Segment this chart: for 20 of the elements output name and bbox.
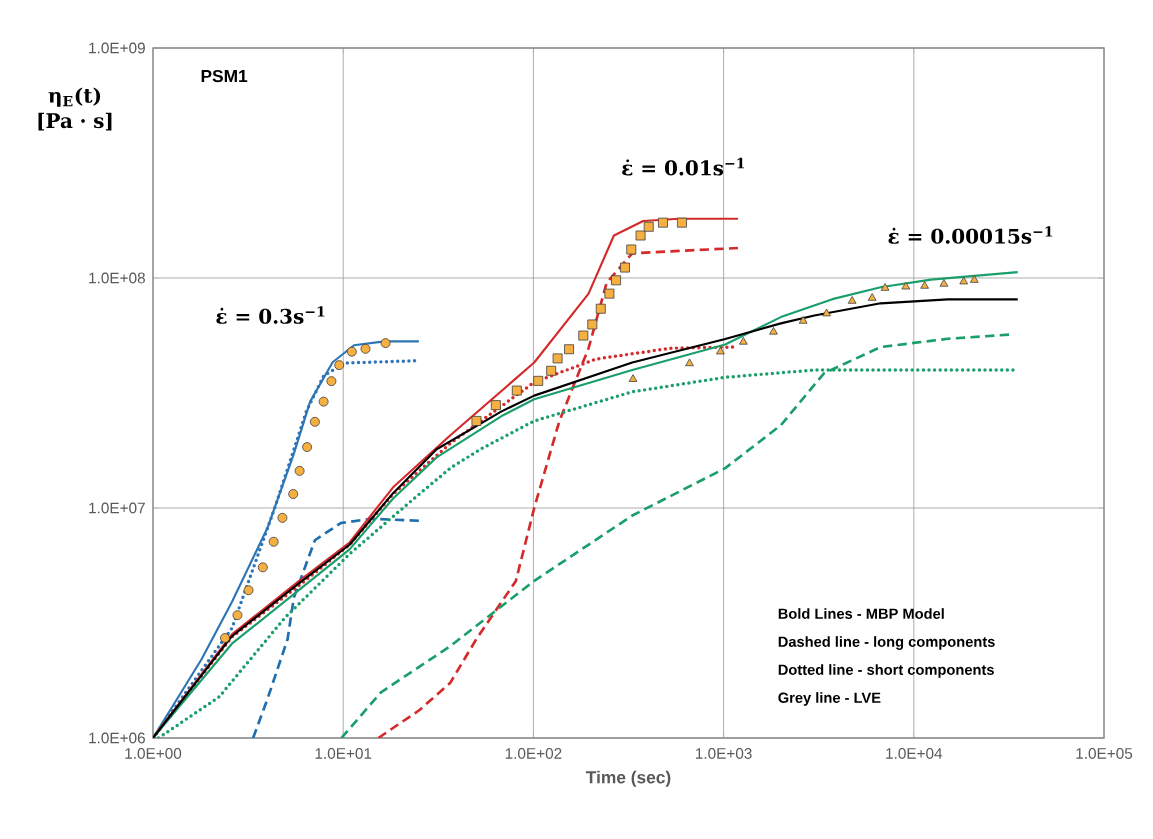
x-axis-title: Time (sec) [585, 770, 671, 787]
x-tick-label: 1.0E+05 [1076, 748, 1133, 759]
annotation: ε̇ = 0.3s$^{−1}$ [216, 306, 325, 324]
x-tick-label: 1.0E+02 [505, 748, 562, 759]
y-tick-label: 1.0E+06 [89, 732, 145, 744]
x-tick-label: 1.0E+03 [696, 748, 752, 759]
annotation: ε̇ = 0.00015s$^{−1}$ [888, 226, 1053, 244]
y-tick-label: 1.0E+09 [89, 42, 145, 54]
annotation: ε̇ = 0.01s$^{−1}$ [622, 157, 745, 176]
y-tick-label: 1.0E+08 [89, 272, 145, 284]
annotation: Bold Lines - MBP Model [778, 608, 944, 619]
x-tick-label: 1.0E+00 [125, 748, 182, 759]
annotation: Dashed line - long components [778, 636, 995, 650]
x-tick-label: 1.0E+01 [315, 748, 372, 759]
y-axis-title: η$_{E}$(t) [Pa · s] [38, 87, 112, 131]
y-tick-label: 1.0E+07 [89, 502, 145, 514]
annotation: Dotted line - short components [778, 664, 994, 678]
annotation: Grey line - LVE [778, 692, 881, 706]
x-tick-label: 1.0E+04 [886, 748, 943, 759]
annotation: PSM1 [201, 69, 248, 83]
